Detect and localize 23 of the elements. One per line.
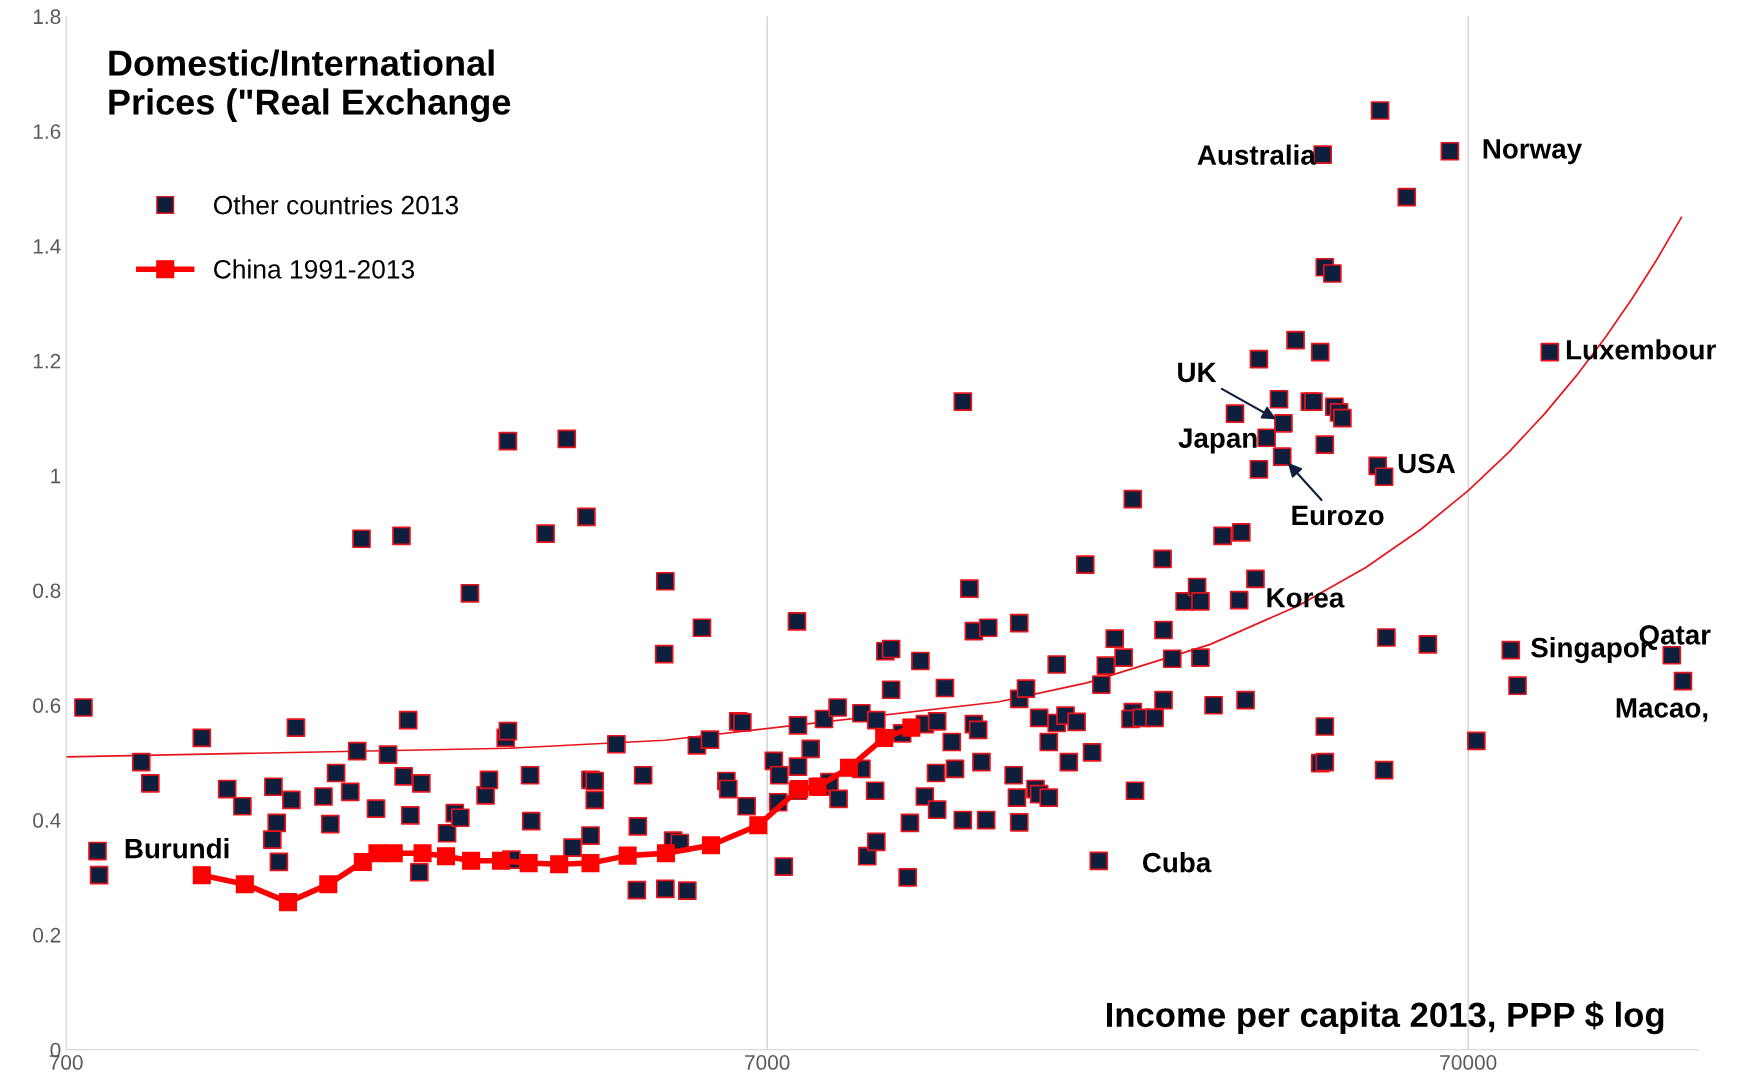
annotation: USA: [1398, 453, 1456, 474]
annotation: UK: [1178, 362, 1217, 383]
y-tick-label: 1.8: [33, 9, 61, 25]
y-tick-label: 0.8: [33, 583, 61, 599]
x-tick-label: 7000: [745, 1055, 790, 1070]
x-tick-label: 70000: [1440, 1055, 1497, 1070]
annotation: Eurozo: [1292, 505, 1384, 526]
y-tick-label: 0.2: [33, 927, 61, 943]
y-tick-label: 1.6: [33, 124, 61, 139]
y-tick-label: 1.2: [33, 353, 61, 369]
x-axis-title: Income per capita 2013, PPP $ log: [1106, 1001, 1664, 1035]
y-tick-label: 0.6: [33, 698, 61, 713]
annotation: Burundi: [125, 838, 229, 859]
annotation: Norway: [1483, 139, 1582, 165]
legend-label: Other countries 2013: [213, 195, 458, 215]
text: Domestic/International Prices ("Real Exchange: [109, 49, 511, 123]
annotation: Macao,: [1616, 698, 1708, 722]
legend-label: China 1991-2013: [214, 259, 415, 279]
annotation: Japan: [1178, 428, 1257, 454]
annotation: Cuba: [1142, 852, 1212, 873]
y-tick-label: 0.4: [33, 813, 61, 828]
y-tick-label: 1.4: [33, 239, 61, 254]
y-tick-label: 1: [51, 468, 61, 484]
